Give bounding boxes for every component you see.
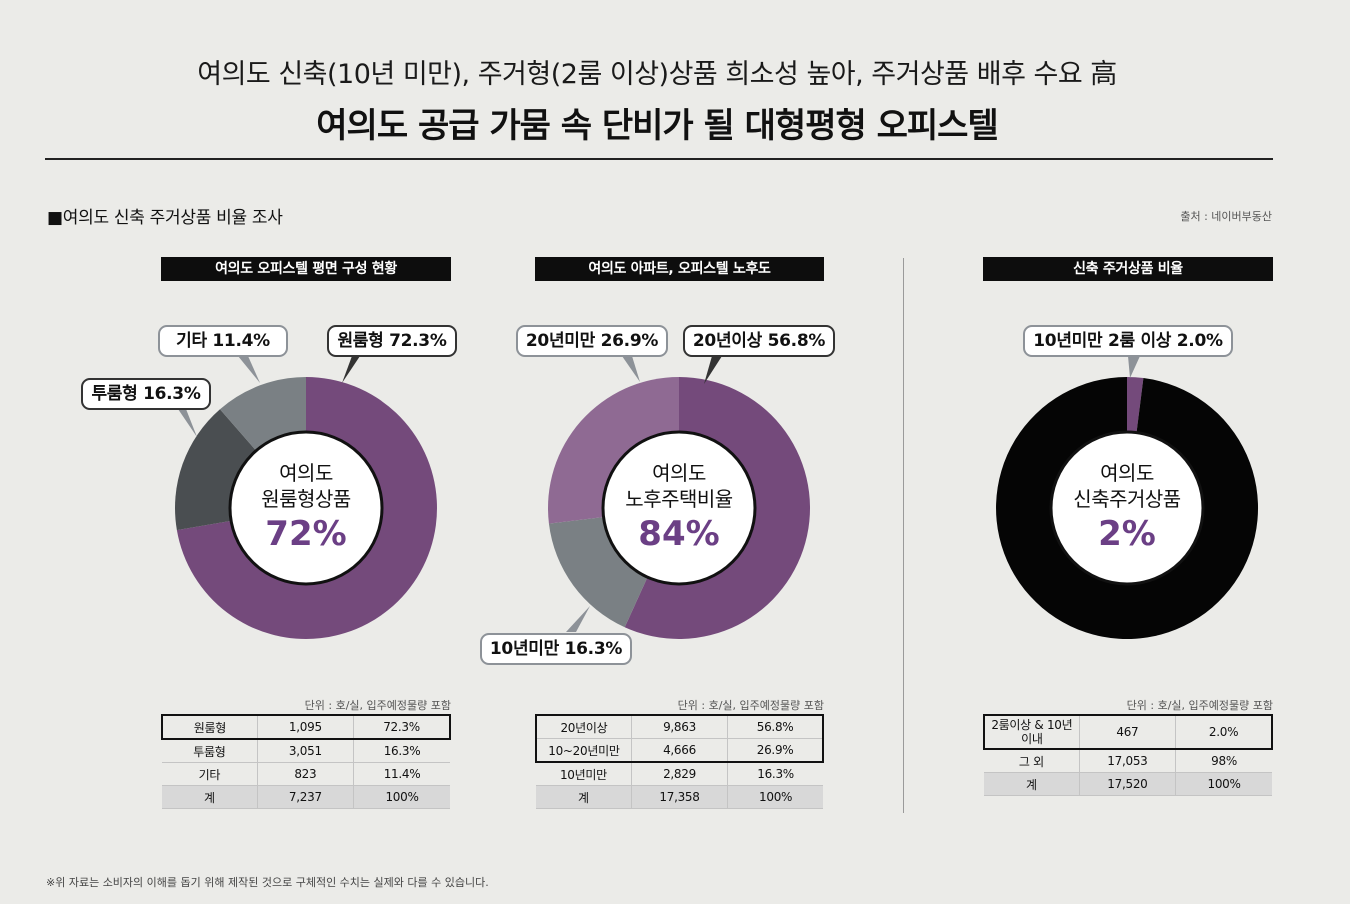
table-row: 20년이상 9,863 56.8% bbox=[534, 714, 825, 739]
callout-20y-under: 20년미만 26.9% bbox=[516, 325, 668, 357]
donut-hole bbox=[228, 430, 384, 586]
data-table-new-residential: 2룸이상 & 10년 이내 467 2.0% 그 외 17,053 98% 계 … bbox=[982, 714, 1274, 796]
pointer-two-room bbox=[178, 409, 197, 437]
page-subtitle: 여의도 신축(10년 미만), 주거형(2룸 이상)상품 희소성 높아, 주거상… bbox=[197, 59, 1117, 90]
table-cell: 17,358 bbox=[630, 785, 728, 809]
table-cell: 17,520 bbox=[1078, 772, 1176, 796]
center-line1: 여의도 bbox=[652, 461, 706, 485]
callout-10y-under: 10년미만 16.3% bbox=[480, 633, 632, 665]
pointer-10y-under bbox=[566, 606, 590, 632]
callout-other: 기타 11.4% bbox=[158, 325, 288, 357]
callout-20y-over: 20년이상 56.8% bbox=[683, 325, 835, 357]
unit-note: 단위 : 호/실, 입주예정물량 포함 bbox=[677, 699, 824, 712]
table-cell: 56.8% bbox=[727, 714, 825, 739]
table-cell: 2룸이상 & 10년 이내 bbox=[982, 714, 1080, 750]
table-row: 10년미만 2,829 16.3% bbox=[536, 762, 823, 786]
panel-divider bbox=[903, 258, 904, 813]
pointer-new-2room bbox=[1128, 356, 1140, 378]
footnote: ※위 자료는 소비자의 이해를 돕기 위해 제작된 것으로 구체적인 수치는 실… bbox=[46, 876, 489, 889]
table-total-row: 계 7,237 100% bbox=[162, 785, 450, 809]
donut-3-center: 여의도 신축주거상품 2% bbox=[1047, 460, 1207, 556]
table-cell: 100% bbox=[727, 785, 823, 809]
panel-2-heading: 여의도 아파트, 오피스텔 노후도 bbox=[535, 257, 824, 281]
donut-chart-building-age bbox=[547, 376, 811, 639]
table-cell: 98% bbox=[1175, 749, 1272, 773]
center-percent: 2% bbox=[1098, 514, 1156, 554]
unit-note: 단위 : 호/실, 입주예정물량 포함 bbox=[304, 699, 451, 712]
table-row: 2룸이상 & 10년 이내 467 2.0% bbox=[982, 714, 1274, 750]
table-cell: 823 bbox=[256, 762, 354, 786]
donut-1-center: 여의도 원룸형상품 72% bbox=[226, 460, 386, 556]
table-cell: 계 bbox=[984, 772, 1080, 796]
panel-3-heading: 신축 주거상품 비율 bbox=[983, 257, 1273, 281]
donut-2-center: 여의도 노후주택비율 84% bbox=[599, 460, 759, 556]
title-divider bbox=[45, 158, 1273, 160]
table-cell: 11.4% bbox=[353, 762, 450, 786]
section-title: ■여의도 신축 주거상품 비율 조사 bbox=[47, 208, 283, 228]
data-table-floorplan: 원룸형 1,095 72.3% 투룸형 3,051 16.3% 기타 823 1… bbox=[160, 714, 452, 809]
center-percent: 72% bbox=[265, 514, 347, 554]
table-cell: 10년미만 bbox=[536, 762, 632, 786]
table-cell: 기타 bbox=[162, 762, 258, 786]
table-cell: 2,829 bbox=[630, 762, 728, 786]
table-cell: 7,237 bbox=[256, 785, 354, 809]
table-row: 그 외 17,053 98% bbox=[984, 749, 1272, 773]
table-cell: 10~20년미만 bbox=[534, 738, 632, 763]
data-table-building-age: 20년이상 9,863 56.8% 10~20년미만 4,666 26.9% 1… bbox=[534, 714, 825, 809]
center-percent: 84% bbox=[638, 514, 720, 554]
table-cell: 계 bbox=[536, 785, 632, 809]
table-cell: 20년이상 bbox=[534, 714, 632, 739]
source-note: 출처 : 네이버부동산 bbox=[1180, 210, 1272, 223]
panel-1-heading: 여의도 오피스텔 평면 구성 현황 bbox=[161, 257, 451, 281]
table-total-row: 계 17,520 100% bbox=[984, 772, 1272, 796]
table-row: 투룸형 3,051 16.3% bbox=[162, 739, 450, 763]
center-line2: 신축주거상품 bbox=[1073, 487, 1181, 511]
table-cell: 4,666 bbox=[630, 738, 728, 763]
table-cell: 그 외 bbox=[984, 749, 1080, 773]
donut-chart-new-residential bbox=[996, 377, 1259, 639]
pointer-one-room bbox=[342, 356, 360, 383]
table-cell: 100% bbox=[353, 785, 450, 809]
donut-chart-floorplan bbox=[174, 377, 437, 639]
table-cell: 1,095 bbox=[256, 714, 354, 740]
pointer-20y-over bbox=[704, 356, 722, 384]
table-cell: 원룸형 bbox=[160, 714, 258, 740]
table-row: 기타 823 11.4% bbox=[162, 762, 450, 786]
page-title: 여의도 공급 가뭄 속 단비가 될 대형평형 오피스텔 bbox=[316, 106, 998, 146]
center-line2: 노후주택비율 bbox=[625, 487, 733, 511]
table-cell: 계 bbox=[162, 785, 258, 809]
center-line2: 원룸형상품 bbox=[261, 487, 351, 511]
table-cell: 2.0% bbox=[1175, 714, 1274, 750]
table-total-row: 계 17,358 100% bbox=[536, 785, 823, 809]
table-cell: 9,863 bbox=[630, 714, 728, 739]
table-cell: 16.3% bbox=[727, 762, 823, 786]
table-cell: 3,051 bbox=[256, 739, 354, 763]
table-cell: 26.9% bbox=[727, 738, 825, 763]
table-cell: 467 bbox=[1078, 714, 1176, 750]
table-cell: 100% bbox=[1175, 772, 1272, 796]
callout-one-room: 원룸형 72.3% bbox=[327, 325, 457, 357]
callout-two-room: 투룸형 16.3% bbox=[81, 378, 211, 410]
donut-hole bbox=[601, 430, 757, 586]
table-row: 원룸형 1,095 72.3% bbox=[160, 714, 452, 740]
donut-hole bbox=[1049, 430, 1205, 586]
pointer-other bbox=[238, 356, 260, 383]
center-line1: 여의도 bbox=[279, 461, 333, 485]
table-cell: 17,053 bbox=[1078, 749, 1176, 773]
center-line1: 여의도 bbox=[1100, 461, 1154, 485]
callout-new-2room: 10년미만 2룸 이상 2.0% bbox=[1023, 325, 1233, 357]
unit-note: 단위 : 호/실, 입주예정물량 포함 bbox=[1126, 699, 1273, 712]
table-cell: 72.3% bbox=[353, 714, 452, 740]
pointer-20y-under bbox=[622, 356, 640, 382]
table-cell: 16.3% bbox=[353, 739, 450, 763]
table-row: 10~20년미만 4,666 26.9% bbox=[534, 738, 825, 763]
table-cell: 투룸형 bbox=[162, 739, 258, 763]
